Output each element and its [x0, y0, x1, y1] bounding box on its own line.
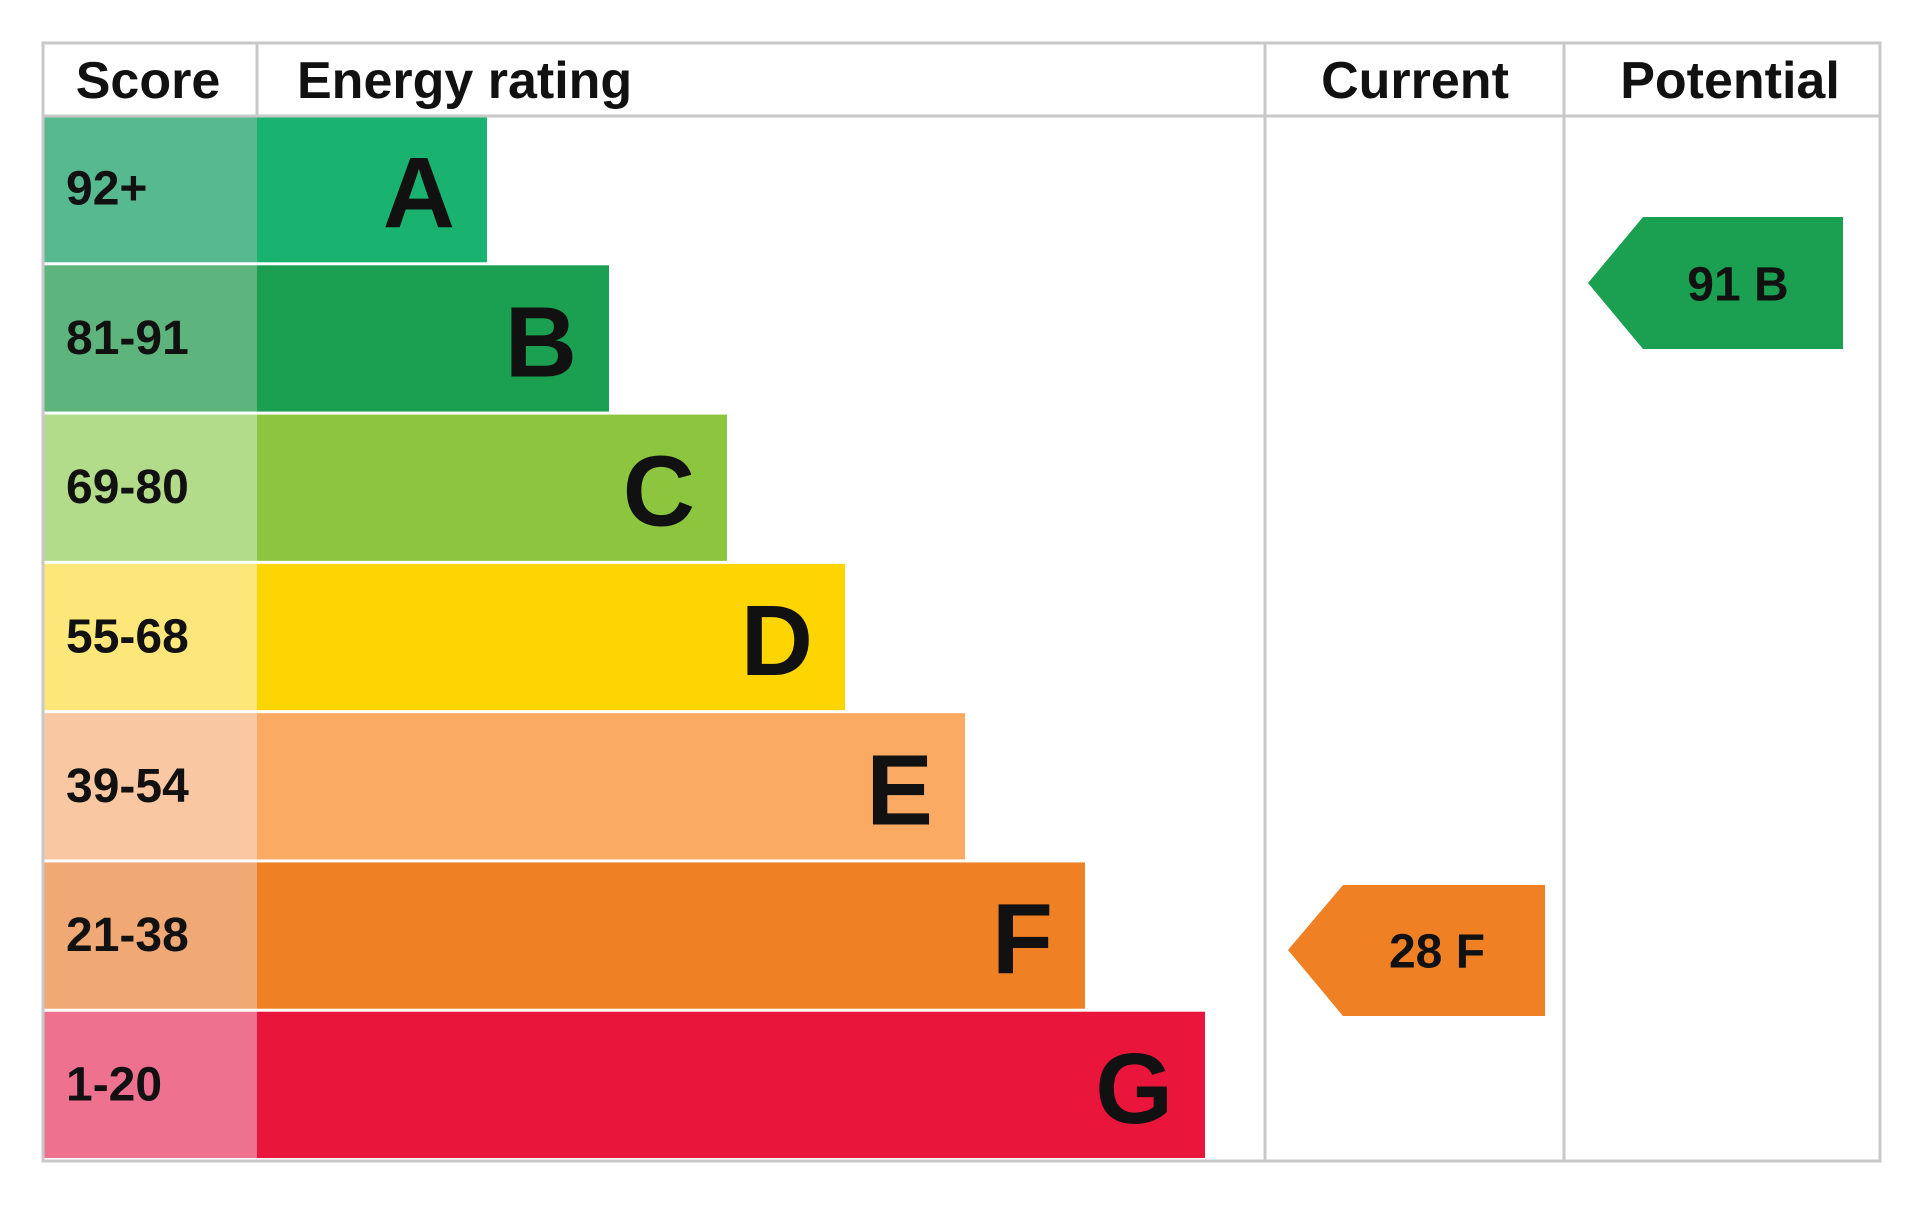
- score-cell: [43, 1011, 257, 1158]
- score-label: 1-20: [66, 1058, 162, 1111]
- rating-letter: B: [505, 286, 577, 398]
- rating-letter: F: [992, 884, 1053, 996]
- score-label: 81-91: [66, 312, 189, 365]
- rating-bar: [257, 116, 487, 263]
- rating-bar: [257, 713, 965, 860]
- header-rating: Energy rating: [297, 52, 632, 110]
- score-label: 92+: [66, 163, 147, 216]
- score-cell: [43, 563, 257, 711]
- score-cell: [43, 862, 257, 1009]
- score-label: 55-68: [66, 611, 189, 664]
- score-label: 69-80: [66, 461, 189, 514]
- header-score: Score: [76, 52, 221, 110]
- score-label: 39-54: [66, 760, 189, 813]
- score-label: 21-38: [66, 909, 189, 962]
- table-border: [41, 41, 1882, 1163]
- grid: [41, 41, 1882, 1163]
- rating-bar: [257, 414, 727, 561]
- score-cell: [43, 414, 257, 561]
- header-potential: Potential: [1620, 52, 1840, 110]
- score-cell: [43, 713, 257, 860]
- rating-bar: [257, 563, 845, 711]
- current-arrow: [1288, 885, 1545, 1016]
- rating-letter: E: [866, 734, 933, 846]
- potential-arrow: [1588, 217, 1843, 349]
- current-label: 28 F: [1389, 926, 1485, 979]
- rating-bar: [257, 265, 609, 412]
- header-current: Current: [1321, 52, 1509, 110]
- bands: 92+ A 81-91 B 69-80 C 55-68 D 39-54 E 21-38 F 1-20 G: [43, 116, 1205, 1158]
- rating-bar: [257, 862, 1085, 1009]
- rating-letter: C: [623, 436, 695, 548]
- potential-label: 91 B: [1687, 259, 1788, 312]
- rating-bar: [257, 1011, 1205, 1158]
- score-cell: [43, 116, 257, 263]
- score-cell: [43, 265, 257, 412]
- rating-letter: A: [383, 137, 455, 249]
- rating-letter: G: [1095, 1033, 1173, 1145]
- rating-letter: D: [741, 585, 813, 697]
